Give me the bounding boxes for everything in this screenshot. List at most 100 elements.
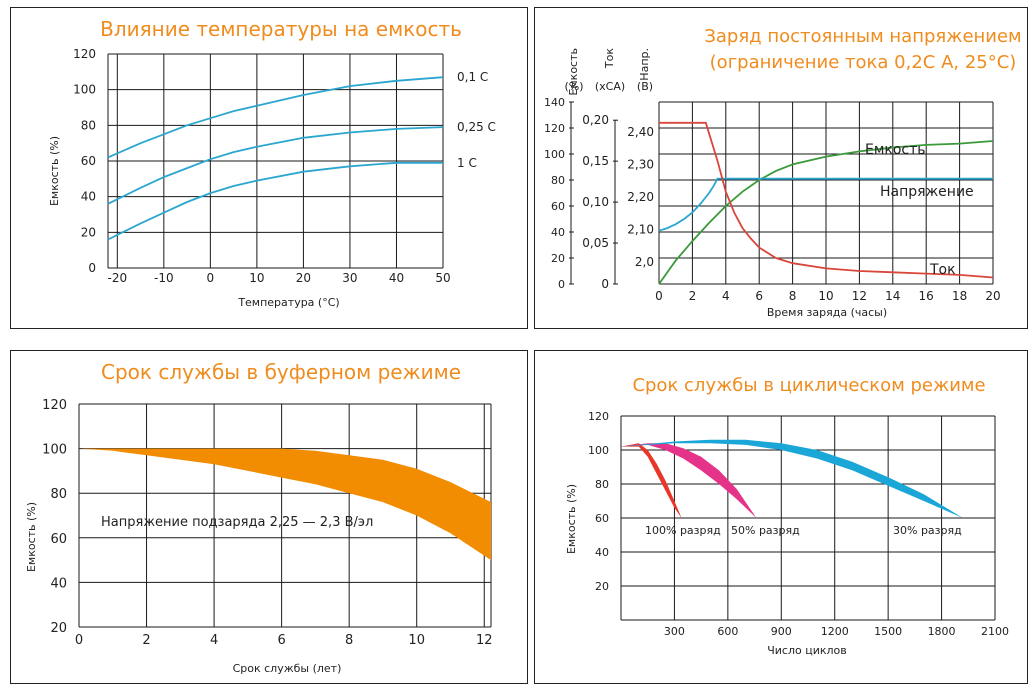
x-tick-label: 8: [789, 289, 797, 303]
current-tick-label: 0,20: [582, 113, 609, 127]
x-tick-label: 8: [345, 633, 353, 648]
y-tick-label: 40: [50, 576, 67, 591]
x-tick-label: 50: [435, 271, 450, 285]
x-tick-label: 4: [210, 633, 218, 648]
y-tick-label: 20: [595, 580, 609, 593]
y-tick-label: 20: [81, 225, 96, 239]
capacity-tick-label: 20: [551, 252, 565, 265]
x-tick-label: 14: [885, 289, 900, 303]
series-label: Ток: [929, 262, 956, 278]
voltage-tick-label: 2,20: [627, 190, 654, 204]
current-tick-label: 0,10: [582, 195, 609, 209]
series-line: [107, 161, 443, 241]
x-tick-label: 30: [342, 271, 357, 285]
axis-header-unit: (xCA): [595, 80, 625, 93]
x-tick-label: 6: [277, 633, 285, 648]
y-tick-label: 120: [588, 410, 609, 423]
capacity-tick-label: 80: [551, 174, 565, 187]
y-tick-label: 40: [595, 546, 609, 559]
y-tick-label: 60: [50, 532, 67, 547]
x-tick-label: 300: [664, 625, 685, 638]
chart-title-line-2: (ограничение тока 0,2C А, 25°C): [710, 52, 1017, 73]
x-tick-label: 10: [249, 271, 264, 285]
y-tick-label: 60: [595, 512, 609, 525]
series-line: [659, 121, 994, 279]
constant-voltage-charge-chart: Заряд постоянным напряжением (ограничени…: [544, 26, 1022, 319]
axis-header-unit: (В): [637, 80, 653, 93]
cycle-band: [621, 443, 757, 518]
x-axis-label: Срок службы (лет): [233, 662, 342, 675]
x-tick-label: 18: [952, 289, 967, 303]
series-label: 1 C: [457, 156, 477, 170]
capacity-band: [79, 448, 491, 561]
temperature-capacity-chart: Влияние температуры на емкость -20 -10 0 10…: [48, 17, 496, 309]
temperature-capacity-panel: Влияние температуры на емкость -20 -10 0 10…: [10, 7, 528, 329]
voltage-tick-label: 2,40: [627, 125, 654, 139]
x-tick-label: 0: [75, 633, 83, 648]
current-tick-label: 0,05: [582, 236, 609, 250]
cyclic-service-life-chart: Срок службы в циклическом режиме 300 600 9…: [565, 375, 1009, 657]
y-tick-label: 0: [88, 261, 96, 275]
voltage-tick-label: 2,10: [627, 222, 654, 236]
current-tick-label: 0: [601, 277, 609, 291]
y-tick-label: 100: [73, 83, 96, 97]
x-tick-label: 20: [296, 271, 311, 285]
y-tick-label: 80: [50, 487, 67, 502]
y-tick-label: 20: [50, 621, 67, 636]
float-service-life-panel: Срок службы в буферном режиме 0 2 4 6 8 10 12 2…: [10, 350, 528, 684]
y-tick-label: 100: [42, 443, 67, 458]
x-tick-label: 6: [755, 289, 763, 303]
x-tick-label: 2: [142, 633, 150, 648]
capacity-tick-label: 40: [551, 226, 565, 239]
cycle-band: [621, 443, 682, 518]
float-service-life-chart: Срок службы в буферном режиме 0 2 4 6 8 10 12 2…: [25, 360, 493, 675]
current-tick-label: 0,15: [582, 154, 609, 168]
capacity-tick-label: 0: [558, 278, 565, 291]
x-tick-label: 12: [852, 289, 867, 303]
capacity-tick-label: 120: [544, 122, 565, 135]
y-tick-label: 120: [42, 398, 67, 413]
x-axis-label: Время заряда (часы): [767, 306, 887, 319]
series-label: Напряжение: [880, 184, 974, 200]
x-tick-label: 1500: [874, 625, 902, 638]
x-tick-label: 600: [717, 625, 738, 638]
capacity-tick-label: 140: [544, 96, 565, 109]
x-tick-label: -20: [108, 271, 128, 285]
x-tick-label: 12: [476, 633, 493, 648]
series-line: [107, 76, 444, 159]
x-tick-label: 40: [389, 271, 404, 285]
constant-voltage-charge-panel: Заряд постоянным напряжением (ограничени…: [534, 7, 1028, 329]
x-tick-label: 2: [689, 289, 697, 303]
series-line: [658, 177, 993, 232]
series-line: [658, 140, 994, 285]
axis-header-label: Емкость: [567, 48, 580, 96]
chart-title: Срок службы в буферном режиме: [101, 360, 461, 384]
x-tick-label: 4: [722, 289, 730, 303]
y-tick-label: 40: [81, 190, 96, 204]
axis-header-label: Напр.: [638, 48, 651, 81]
y-axis-label: Емкость (%): [25, 502, 38, 572]
band-label: 100% разряд: [645, 524, 721, 537]
cyclic-service-life-panel: Срок службы в циклическом режиме 300 600 9…: [534, 350, 1028, 684]
y-axis-label: Емкость (%): [565, 484, 578, 554]
x-tick-label: 900: [771, 625, 792, 638]
series-label: Емкость: [865, 142, 926, 158]
x-tick-label: 0: [207, 271, 215, 285]
y-axis-label: Емкость (%): [48, 136, 61, 206]
y-tick-label: 80: [595, 478, 609, 491]
axis-header-unit: (%): [564, 80, 583, 93]
x-tick-label: 0: [655, 289, 663, 303]
x-tick-label: 10: [818, 289, 833, 303]
y-tick-label: 80: [81, 118, 96, 132]
series-line: [107, 126, 444, 205]
x-tick-label: 1800: [928, 625, 956, 638]
x-tick-label: 10: [408, 633, 425, 648]
chart-annotation: Напряжение подзаряда 2,25 — 2,3 В/эл: [101, 515, 373, 530]
chart-title: Срок службы в циклическом режиме: [632, 375, 985, 396]
x-tick-label: 20: [985, 289, 1000, 303]
chart-title-line-1: Заряд постоянным напряжением: [704, 26, 1021, 47]
x-tick-label: 1200: [821, 625, 849, 638]
x-axis-label: Число циклов: [767, 644, 847, 657]
x-axis-label: Температура (°C): [237, 296, 339, 309]
y-tick-label: 120: [73, 47, 96, 61]
